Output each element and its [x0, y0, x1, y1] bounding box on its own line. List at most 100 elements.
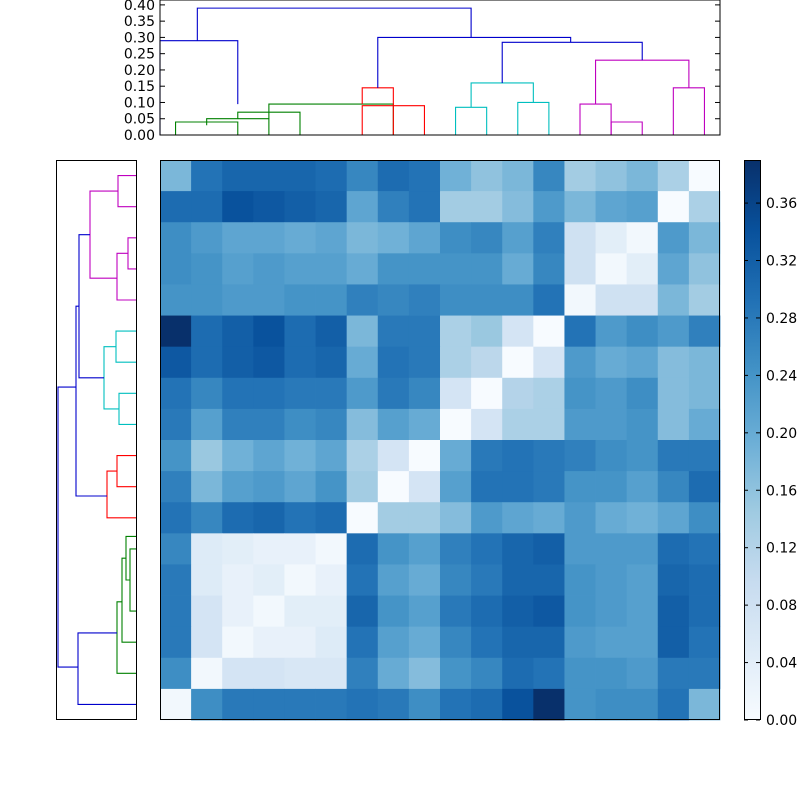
heatmap-cell	[160, 346, 192, 379]
heatmap-cells	[160, 160, 721, 721]
left-dendrogram-link	[75, 305, 107, 497]
heatmap-cell	[440, 440, 472, 472]
heatmap-cell	[253, 564, 285, 596]
heatmap-cell	[284, 191, 316, 223]
heatmap-cell	[377, 564, 410, 596]
heatmap-cell	[471, 315, 503, 348]
heatmap-cell	[346, 502, 379, 534]
top-dendrogram-link	[501, 41, 643, 83]
heatmap-cell	[440, 160, 472, 192]
left-dendrogram-link	[127, 237, 136, 270]
heatmap-cell	[222, 471, 254, 503]
heatmap-cell	[471, 688, 503, 721]
heatmap-cell	[471, 222, 503, 254]
heatmap-cell	[688, 253, 721, 285]
heatmap-cell	[657, 160, 690, 192]
heatmap-cell	[657, 688, 690, 721]
heatmap-cell	[408, 533, 441, 565]
heatmap-cell	[564, 657, 596, 690]
colorbar-tick-label: 0.16	[766, 483, 797, 499]
heatmap-cell	[191, 595, 223, 628]
heatmap-cell	[284, 440, 316, 472]
top-dendrogram-link	[610, 121, 643, 135]
heatmap-cell	[471, 595, 503, 628]
heatmap-cell	[564, 688, 596, 721]
heatmap-cell	[253, 626, 285, 659]
top-dendrogram-tick-label: 0.30	[124, 30, 155, 46]
heatmap-cell	[191, 284, 223, 316]
heatmap-cell	[502, 626, 534, 659]
heatmap-cell	[315, 657, 348, 690]
heatmap-cell	[626, 440, 659, 472]
left-dendrogram-frame	[56, 160, 137, 720]
heatmap-cell	[284, 595, 316, 628]
heatmap-cell	[533, 222, 565, 254]
heatmap-cell	[377, 315, 410, 348]
heatmap-cell	[595, 502, 628, 534]
heatmap-cell	[253, 377, 285, 410]
heatmap-cell	[657, 533, 690, 565]
heatmap-cell	[346, 657, 379, 690]
heatmap-cell	[440, 377, 472, 410]
heatmap-cell	[191, 191, 223, 223]
heatmap-cell	[315, 346, 348, 379]
heatmap-cell	[595, 160, 628, 192]
heatmap-cell	[533, 688, 565, 721]
left-dendrogram-link	[121, 557, 136, 643]
colorbar-tick-label: 0.32	[766, 254, 797, 270]
heatmap-cell	[284, 408, 316, 441]
heatmap-cell	[657, 315, 690, 348]
heatmap-cell	[626, 564, 659, 596]
heatmap-cell	[564, 253, 596, 285]
top-dendrogram-tick-label: 0.40	[124, 0, 155, 14]
left-dendrogram-link	[129, 548, 136, 612]
heatmap-cell	[657, 284, 690, 316]
heatmap-cell	[191, 315, 223, 348]
heatmap-cell	[315, 253, 348, 285]
left-dendrogram-link	[115, 330, 136, 363]
heatmap-cell	[564, 346, 596, 379]
heatmap-cell	[315, 471, 348, 503]
heatmap-cell	[595, 657, 628, 690]
heatmap-cell	[471, 377, 503, 410]
heatmap-cell	[626, 253, 659, 285]
heatmap-cell	[160, 315, 192, 348]
heatmap-cell	[408, 315, 441, 348]
heatmap-cell	[346, 191, 379, 223]
heatmap-cell	[626, 408, 659, 441]
heatmap-cell	[595, 408, 628, 441]
heatmap-cell	[408, 471, 441, 503]
heatmap-cell	[533, 502, 565, 534]
heatmap-cell	[377, 222, 410, 254]
heatmap-cell	[377, 502, 410, 534]
colorbar-tick-label: 0.28	[766, 311, 797, 327]
heatmap-cell	[626, 191, 659, 223]
heatmap-cell	[471, 533, 503, 565]
heatmap-cell	[564, 408, 596, 441]
colorbar-tick-label: 0.04	[766, 656, 797, 672]
heatmap-cell	[533, 626, 565, 659]
heatmap-cell	[160, 471, 192, 503]
heatmap-cell	[284, 688, 316, 721]
heatmap-cell	[408, 626, 441, 659]
heatmap-cell	[688, 564, 721, 596]
heatmap-cell	[471, 408, 503, 441]
heatmap-cell	[440, 657, 472, 690]
left-dendrogram-link	[103, 346, 119, 410]
heatmap-cell	[502, 502, 534, 534]
heatmap-cell	[253, 284, 285, 316]
heatmap-cell	[440, 222, 472, 254]
heatmap-cell	[346, 533, 379, 565]
heatmap-cell	[222, 377, 254, 410]
top-dendrogram-tick-label: 0.20	[124, 63, 155, 79]
top-dendrogram-tick-label: 0.05	[124, 112, 155, 128]
heatmap-cell	[160, 440, 192, 472]
heatmap-cell	[346, 315, 379, 348]
heatmap-cell	[253, 222, 285, 254]
heatmap-cell	[160, 502, 192, 534]
heatmap-cell	[688, 377, 721, 410]
heatmap-cell	[253, 657, 285, 690]
heatmap-cell	[253, 315, 285, 348]
heatmap-cell	[657, 222, 690, 254]
heatmap-cell	[564, 533, 596, 565]
